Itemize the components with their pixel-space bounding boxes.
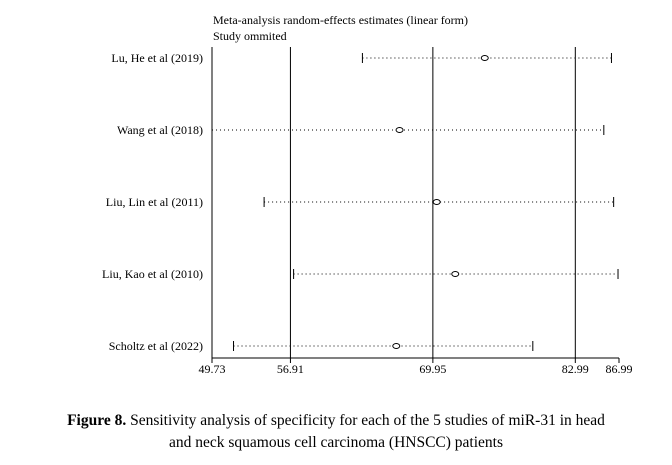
study-label: Wang et al (2018) <box>117 123 203 137</box>
caption-label: Figure 8. <box>67 412 127 429</box>
estimate-marker <box>432 199 441 205</box>
study-label: Scholtz et al (2022) <box>109 339 203 353</box>
caption-line-2: and neck squamous cell carcinoma (HNSCC)… <box>168 434 504 451</box>
chart-title: Meta-analysis random-effects estimates (… <box>213 13 468 27</box>
estimate-marker <box>392 343 401 349</box>
study-label: Liu, Lin et al (2011) <box>106 195 203 209</box>
chart-subtitle: Study ommited <box>213 29 287 43</box>
plot-area: 49.73 56.91 69.95 82.99 86.99 Lu, He et al (2… <box>102 47 633 376</box>
caption-text-1: Sensitivity analysis of specificity for … <box>130 412 605 429</box>
figure-caption: Figure 8. Sensitivity analysis of specif… <box>0 410 672 454</box>
x-tick-label: 56.91 <box>277 362 304 376</box>
estimate-marker <box>395 127 404 133</box>
caption-line-1: Figure 8. Sensitivity analysis of specif… <box>0 410 672 432</box>
study-label: Liu, Kao et al (2010) <box>102 267 203 281</box>
x-tick-label: 69.95 <box>419 362 446 376</box>
estimate-marker <box>451 271 460 277</box>
x-tick-label: 49.73 <box>199 362 226 376</box>
x-tick-label: 86.99 <box>606 362 633 376</box>
estimate-marker <box>480 55 489 61</box>
sensitivity-plot: Meta-analysis random-effects estimates (… <box>102 13 633 376</box>
x-tick-label: 82.99 <box>562 362 589 376</box>
study-label: Lu, He et al (2019) <box>111 51 203 65</box>
